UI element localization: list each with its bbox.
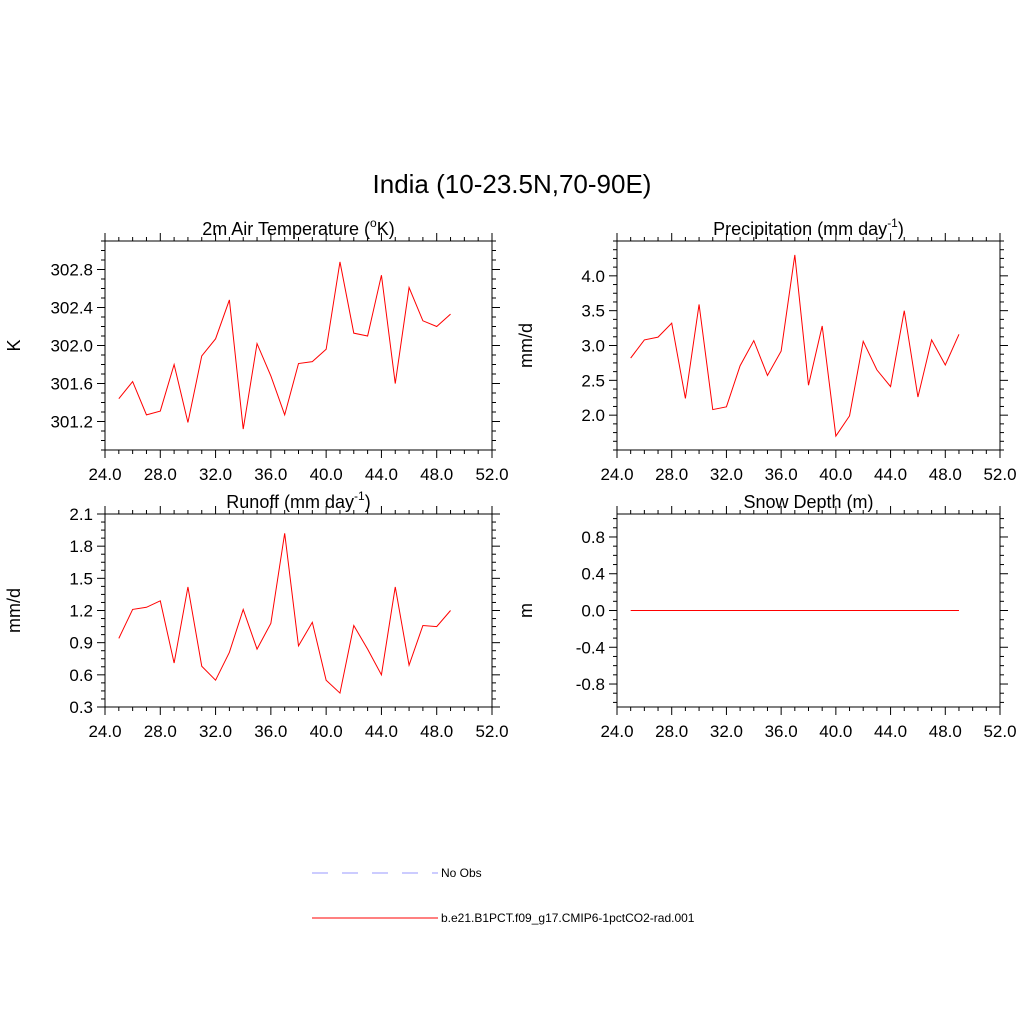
- x-tick-label: 32.0: [199, 465, 232, 484]
- y-tick-label: 2.5: [581, 371, 605, 390]
- x-tick-label: 48.0: [420, 722, 453, 741]
- legend-label-no-obs: No Obs: [441, 866, 482, 880]
- x-tick-label: 28.0: [144, 465, 177, 484]
- series-line-precipitation: [630, 254, 960, 438]
- x-tick-label: 24.0: [600, 465, 633, 484]
- y-tick-label: 301.6: [50, 375, 93, 394]
- y-tick-label: 301.2: [50, 413, 93, 432]
- plot-frame-runoff: [104, 513, 493, 708]
- x-tick-label: 40.0: [819, 465, 852, 484]
- y-axis-label-snow-depth: m: [516, 603, 536, 618]
- x-tick-label: 40.0: [819, 722, 852, 741]
- y-tick-label: 2.1: [69, 505, 93, 524]
- x-tick-label: 36.0: [765, 465, 798, 484]
- y-tick-label: 2.0: [581, 406, 605, 425]
- chart-title-end-temperature: K): [377, 219, 395, 239]
- series-line-temperature: [118, 261, 451, 430]
- chart-title-end-runoff: ): [365, 492, 371, 512]
- legend-label-model: b.e21.B1PCT.f09_g17.CMIP6-1pctCO2-rad.00…: [441, 911, 695, 925]
- panel-precipitation: Precipitation (mm day-1) mm/d 24.0 28.0 32.0…: [516, 216, 1017, 484]
- x-tick-label: 32.0: [199, 722, 232, 741]
- page-title: India (10-23.5N,70-90E): [373, 169, 652, 199]
- chart-title-sup-temperature: o: [370, 216, 377, 230]
- chart-title-main-runoff: Runoff (mm day: [226, 492, 354, 512]
- x-tick-label: 44.0: [365, 722, 398, 741]
- x-tick-label: 36.0: [765, 722, 798, 741]
- x-tick-label: 44.0: [874, 722, 907, 741]
- chart-title-sup-precipitation: -1: [887, 216, 898, 230]
- x-tick-label: 48.0: [929, 465, 962, 484]
- series-line-runoff: [118, 533, 451, 695]
- x-tick-label: 36.0: [254, 722, 287, 741]
- chart-title-end-precipitation: ): [898, 219, 904, 239]
- plot-frame-precipitation: [616, 240, 1001, 451]
- plot-frame-temperature: [104, 240, 493, 451]
- x-tick-label: 28.0: [655, 722, 688, 741]
- y-axis-label-temperature: K: [4, 339, 24, 351]
- chart-title-main-snow-depth: Snow Depth (m): [743, 492, 873, 512]
- x-tick-label: 28.0: [144, 722, 177, 741]
- y-tick-label: 3.5: [581, 302, 605, 321]
- y-tick-label: 302.0: [50, 337, 93, 356]
- x-tick-label: 32.0: [710, 465, 743, 484]
- x-tick-label: 48.0: [929, 722, 962, 741]
- chart-title-snow-depth: Snow Depth (m): [743, 492, 873, 512]
- x-tick-label: 52.0: [983, 465, 1016, 484]
- x-tick-label: 44.0: [365, 465, 398, 484]
- y-tick-label: 0.3: [69, 698, 93, 717]
- x-tick-label: 36.0: [254, 465, 287, 484]
- y-axis-label-runoff: mm/d: [4, 588, 24, 633]
- x-tick-label: 48.0: [420, 465, 453, 484]
- y-tick-label: 302.4: [50, 299, 93, 318]
- y-tick-label: 0.0: [581, 602, 605, 621]
- x-tick-label: 32.0: [710, 722, 743, 741]
- y-tick-label: 0.9: [69, 634, 93, 653]
- panel-snow-depth: Snow Depth (m) m 24.0 28.0 32.0 36.0 40.0 44.0 4…: [516, 492, 1017, 741]
- x-tick-label: 24.0: [88, 465, 121, 484]
- x-tick-label: 44.0: [874, 465, 907, 484]
- x-tick-label: 24.0: [600, 722, 633, 741]
- chart-title-sup-runoff: -1: [354, 489, 365, 503]
- x-tick-label: 52.0: [475, 722, 508, 741]
- x-tick-label: 52.0: [983, 722, 1016, 741]
- y-tick-label: 1.2: [69, 602, 93, 621]
- y-tick-label: 4.0: [581, 267, 605, 286]
- y-tick-label: 302.8: [50, 261, 93, 280]
- y-tick-label: 0.6: [69, 666, 93, 685]
- panels: 2m Air Temperature (oK) K 24.0 28.0 32.0 36.0…: [4, 216, 1017, 741]
- y-tick-label: -0.4: [576, 638, 605, 657]
- x-tick-label: 40.0: [310, 722, 343, 741]
- x-tick-label: 24.0: [88, 722, 121, 741]
- x-tick-label: 52.0: [475, 465, 508, 484]
- x-tick-label: 40.0: [310, 465, 343, 484]
- chart-title-runoff: Runoff (mm day-1): [226, 489, 370, 512]
- y-tick-label: 3.0: [581, 337, 605, 356]
- x-tick-label: 28.0: [655, 465, 688, 484]
- chart-title-main-temperature: 2m Air Temperature (: [202, 219, 370, 239]
- chart-title-main-precipitation: Precipitation (mm day: [713, 219, 887, 239]
- panel-runoff: Runoff (mm day-1) mm/d 24.0 28.0 32.0 36.0 40.…: [4, 489, 509, 741]
- chart-title-temperature: 2m Air Temperature (oK): [202, 216, 394, 239]
- y-tick-label: 1.5: [69, 569, 93, 588]
- legend: No Obs b.e21.B1PCT.f09_g17.CMIP6-1pctCO2…: [312, 866, 695, 925]
- y-tick-label: -0.8: [576, 675, 605, 694]
- chart-title-precipitation: Precipitation (mm day-1): [713, 216, 904, 239]
- panel-temperature: 2m Air Temperature (oK) K 24.0 28.0 32.0 36.0…: [4, 216, 509, 484]
- y-tick-label: 0.8: [581, 528, 605, 547]
- y-tick-label: 0.4: [581, 565, 605, 584]
- y-axis-label-precipitation: mm/d: [516, 323, 536, 368]
- y-tick-label: 1.8: [69, 537, 93, 556]
